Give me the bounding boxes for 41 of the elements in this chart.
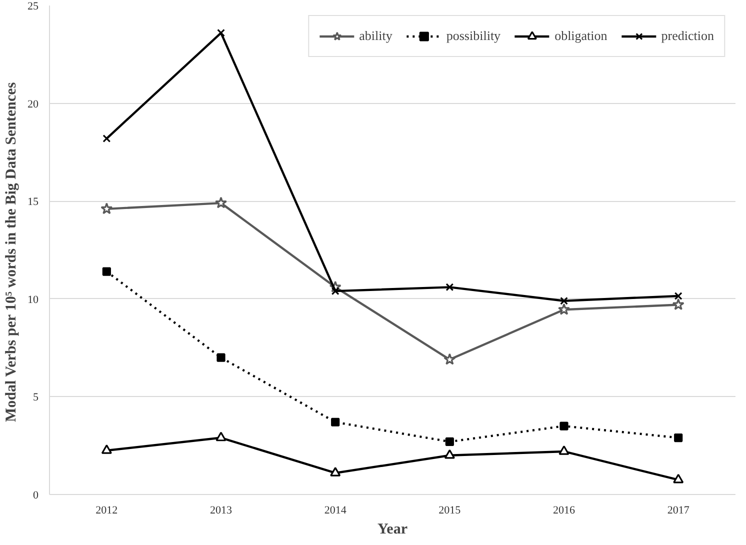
point bbox=[216, 353, 226, 362]
point bbox=[674, 433, 683, 442]
point bbox=[560, 422, 568, 430]
point bbox=[446, 283, 454, 292]
y-tick-label: 0 bbox=[33, 490, 39, 502]
x-axis-title: Year bbox=[378, 522, 408, 538]
point bbox=[673, 474, 684, 484]
point bbox=[558, 445, 570, 455]
legend-label: ability bbox=[359, 28, 392, 44]
point bbox=[217, 28, 225, 37]
x-tick-label: 2014 bbox=[324, 504, 347, 516]
point bbox=[560, 296, 568, 305]
point bbox=[674, 292, 682, 300]
legend-label: obligation bbox=[554, 28, 608, 44]
x-tick-label: 2017 bbox=[667, 504, 690, 516]
x-tick-label: 2012 bbox=[96, 504, 118, 516]
point bbox=[558, 303, 570, 315]
point bbox=[101, 444, 112, 454]
y-tick-label: 15 bbox=[28, 196, 39, 208]
point bbox=[444, 353, 456, 365]
x-tick-label: 2016 bbox=[553, 504, 576, 516]
legend-label: prediction bbox=[661, 28, 714, 44]
point bbox=[216, 432, 226, 442]
y-tick-label: 25 bbox=[28, 0, 39, 12]
y-tick-label: 20 bbox=[28, 98, 39, 110]
x-tick-label: 2015 bbox=[438, 504, 462, 516]
y-tick-label: 10 bbox=[28, 294, 39, 306]
point bbox=[214, 196, 228, 208]
point bbox=[672, 298, 684, 310]
x-tick-label: 2013 bbox=[210, 504, 232, 516]
point bbox=[445, 437, 454, 446]
y-tick-label: 5 bbox=[33, 392, 39, 404]
point bbox=[102, 267, 111, 276]
y-axis-title: Modal Verbs per 10⁵ words in the Big Data Sentences bbox=[4, 82, 20, 422]
point bbox=[102, 134, 111, 142]
legend-label: possibility bbox=[446, 28, 501, 44]
point bbox=[331, 418, 340, 426]
point bbox=[331, 287, 340, 296]
point bbox=[100, 202, 113, 214]
point bbox=[444, 449, 455, 459]
point bbox=[330, 466, 341, 476]
